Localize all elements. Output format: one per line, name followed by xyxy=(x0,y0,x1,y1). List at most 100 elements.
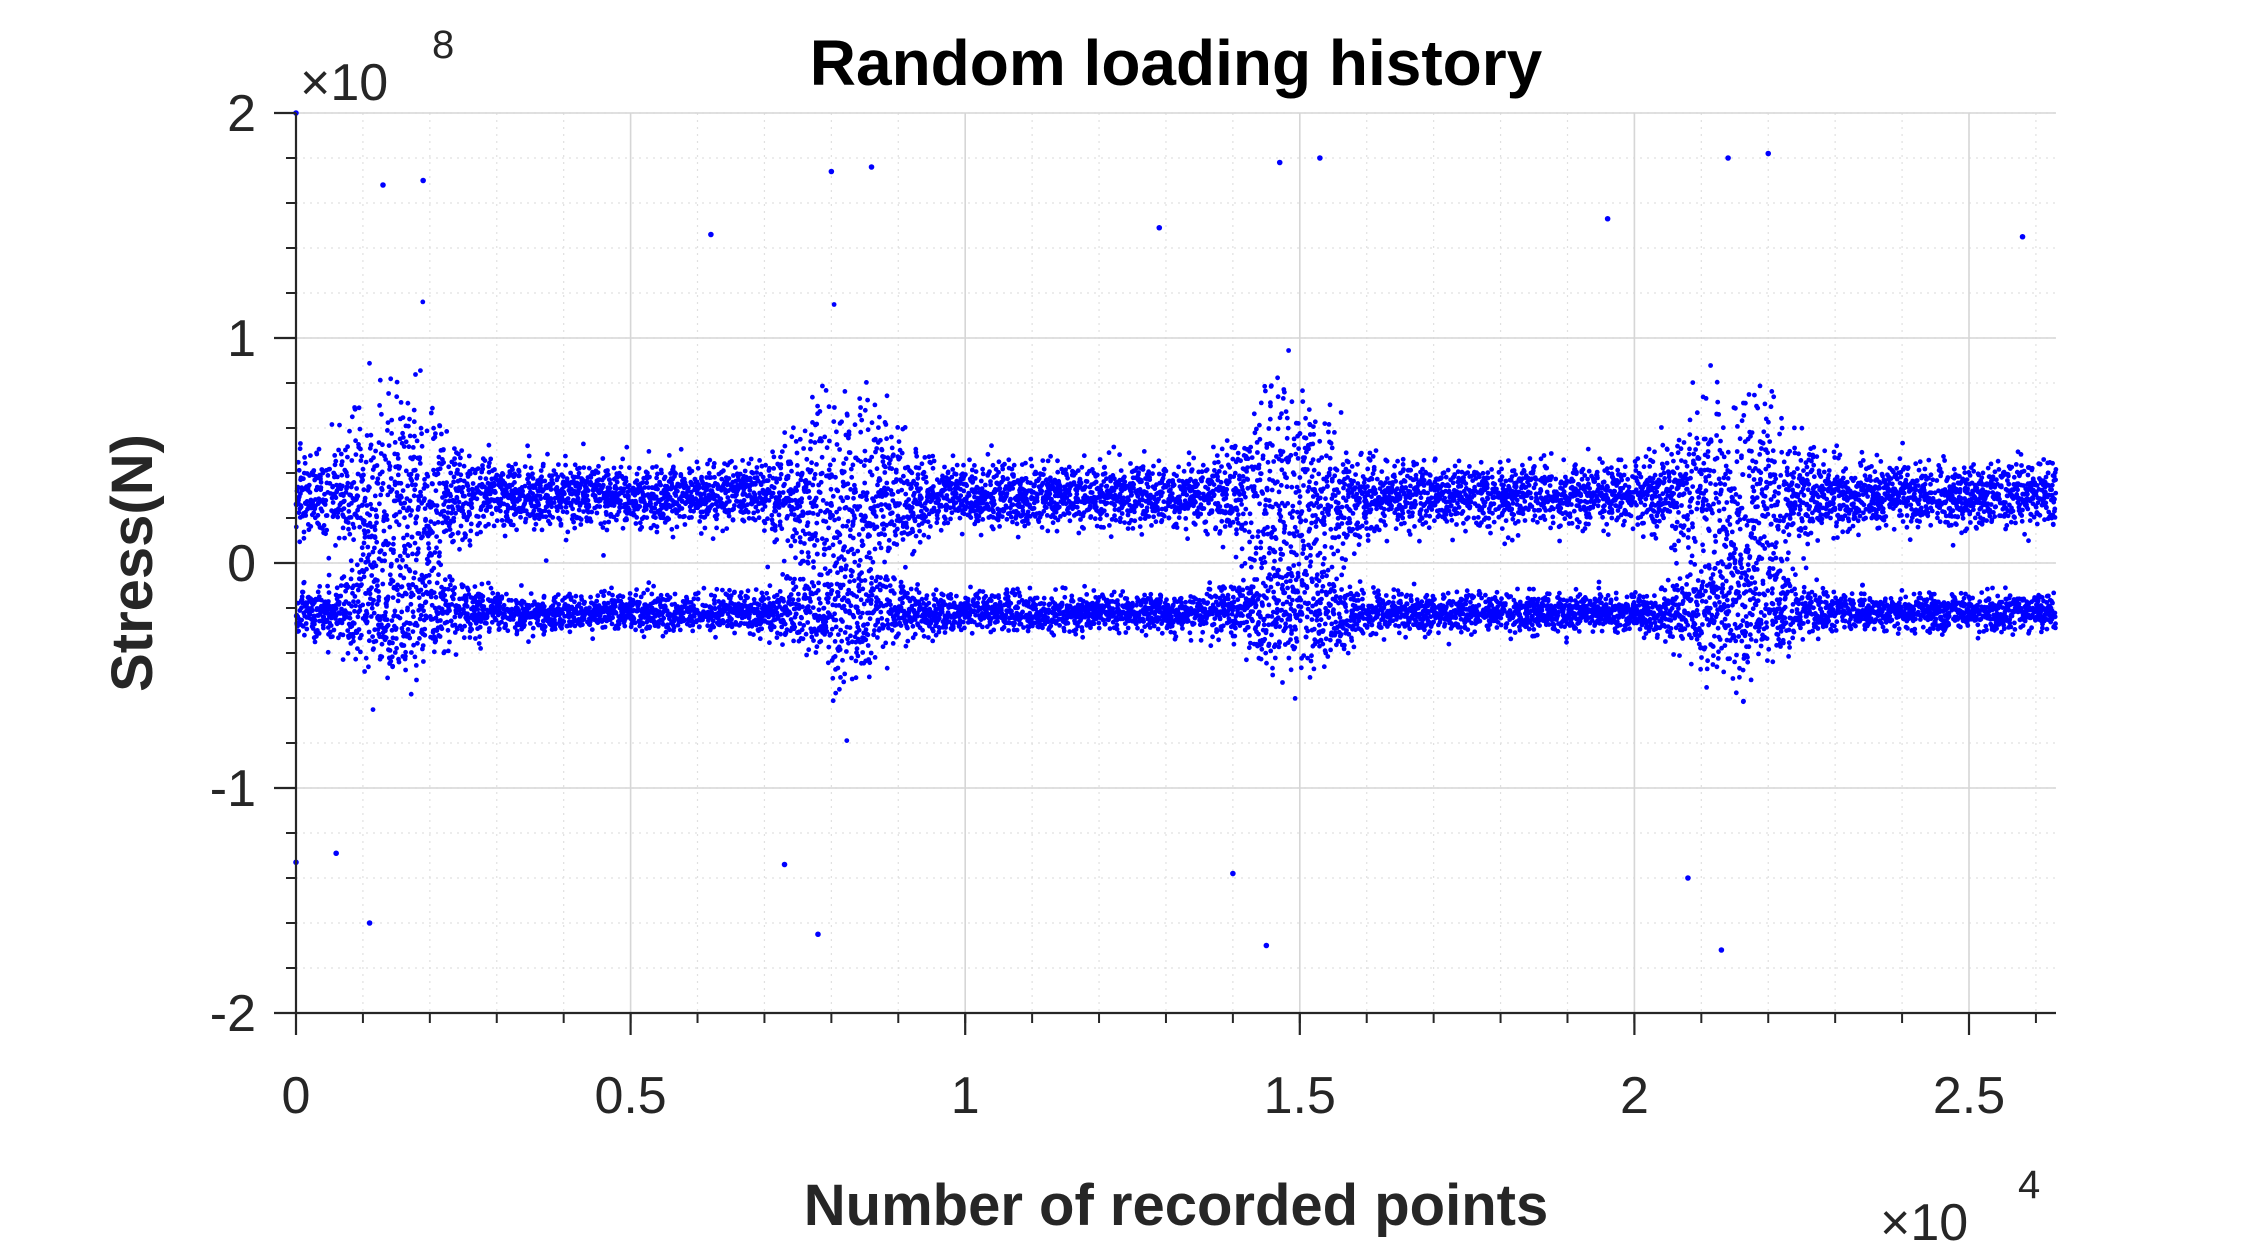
data-point xyxy=(673,471,678,476)
data-point xyxy=(397,509,403,515)
data-point xyxy=(833,617,839,623)
data-point xyxy=(827,462,833,468)
data-point xyxy=(352,608,357,614)
data-point xyxy=(419,603,425,609)
data-point xyxy=(874,524,880,530)
data-point xyxy=(447,608,452,614)
data-point xyxy=(866,550,872,556)
data-point xyxy=(466,453,472,459)
data-point xyxy=(353,603,358,609)
data-point xyxy=(930,453,936,459)
data-point xyxy=(542,478,548,484)
data-point xyxy=(778,462,784,467)
data-point xyxy=(365,529,371,534)
data-point xyxy=(455,530,461,536)
data-point xyxy=(345,628,351,633)
data-point xyxy=(868,650,874,656)
data-point xyxy=(556,462,561,467)
data-point xyxy=(345,650,351,656)
data-point xyxy=(702,525,708,531)
data-point xyxy=(780,490,786,495)
data-point xyxy=(397,464,402,470)
data-point xyxy=(857,412,863,418)
data-point xyxy=(480,466,486,472)
data-point xyxy=(390,640,395,646)
data-point xyxy=(842,574,848,580)
data-point xyxy=(596,463,601,469)
data-point xyxy=(697,519,703,524)
data-point xyxy=(389,618,395,623)
data-point xyxy=(461,635,467,641)
data-point xyxy=(510,522,516,528)
data-point xyxy=(413,663,419,668)
data-point xyxy=(394,557,400,563)
data-point xyxy=(827,568,833,574)
data-point xyxy=(841,461,846,466)
data-point xyxy=(408,471,414,477)
data-point xyxy=(696,483,702,488)
data-point xyxy=(769,512,775,518)
data-point xyxy=(410,592,416,598)
data-point xyxy=(939,503,945,509)
data-point xyxy=(900,537,906,542)
data-point xyxy=(618,498,623,504)
data-point xyxy=(399,494,404,500)
data-point xyxy=(448,618,454,624)
data-point xyxy=(486,521,491,527)
data-point xyxy=(440,520,445,526)
data-point xyxy=(435,471,441,477)
data-point xyxy=(331,511,337,517)
data-point xyxy=(479,581,485,587)
data-point xyxy=(552,626,558,632)
data-point xyxy=(666,453,672,458)
data-point xyxy=(627,591,633,596)
data-point xyxy=(695,590,701,596)
data-point xyxy=(467,542,473,548)
data-point xyxy=(431,590,437,595)
data-point xyxy=(936,497,942,503)
data-point xyxy=(342,535,347,541)
data-point xyxy=(845,495,851,501)
data-point xyxy=(347,611,353,616)
data-point xyxy=(573,593,579,599)
data-point xyxy=(698,531,704,536)
data-point xyxy=(501,522,507,528)
data-point xyxy=(675,488,680,494)
data-point xyxy=(780,642,785,647)
data-point xyxy=(416,595,422,601)
data-point xyxy=(896,439,902,444)
data-point xyxy=(380,567,385,573)
data-point xyxy=(818,479,824,485)
data-point xyxy=(851,614,857,620)
data-point xyxy=(805,550,811,555)
data-point xyxy=(741,518,747,524)
data-point xyxy=(701,585,707,591)
data-point xyxy=(948,486,954,492)
data-point xyxy=(362,534,368,540)
data-point xyxy=(458,455,463,461)
data-point xyxy=(335,510,341,516)
data-point xyxy=(333,458,339,464)
data-point xyxy=(679,506,685,511)
data-point xyxy=(912,631,918,637)
data-point xyxy=(366,552,372,558)
data-point xyxy=(389,654,395,660)
data-point xyxy=(396,522,402,528)
data-point xyxy=(334,482,339,488)
data-point xyxy=(882,470,888,475)
data-point xyxy=(779,526,785,532)
data-point xyxy=(711,461,717,466)
data-point xyxy=(654,524,660,530)
data-point xyxy=(364,566,369,572)
data-point xyxy=(463,532,468,538)
data-point xyxy=(374,463,380,468)
data-point xyxy=(570,506,575,512)
data-point xyxy=(818,508,823,514)
data-point xyxy=(353,452,359,457)
data-point xyxy=(863,514,868,520)
data-point xyxy=(662,474,668,480)
data-point xyxy=(414,438,420,444)
data-point xyxy=(533,521,539,527)
data-point xyxy=(614,517,619,523)
scatter-points xyxy=(293,110,2059,953)
